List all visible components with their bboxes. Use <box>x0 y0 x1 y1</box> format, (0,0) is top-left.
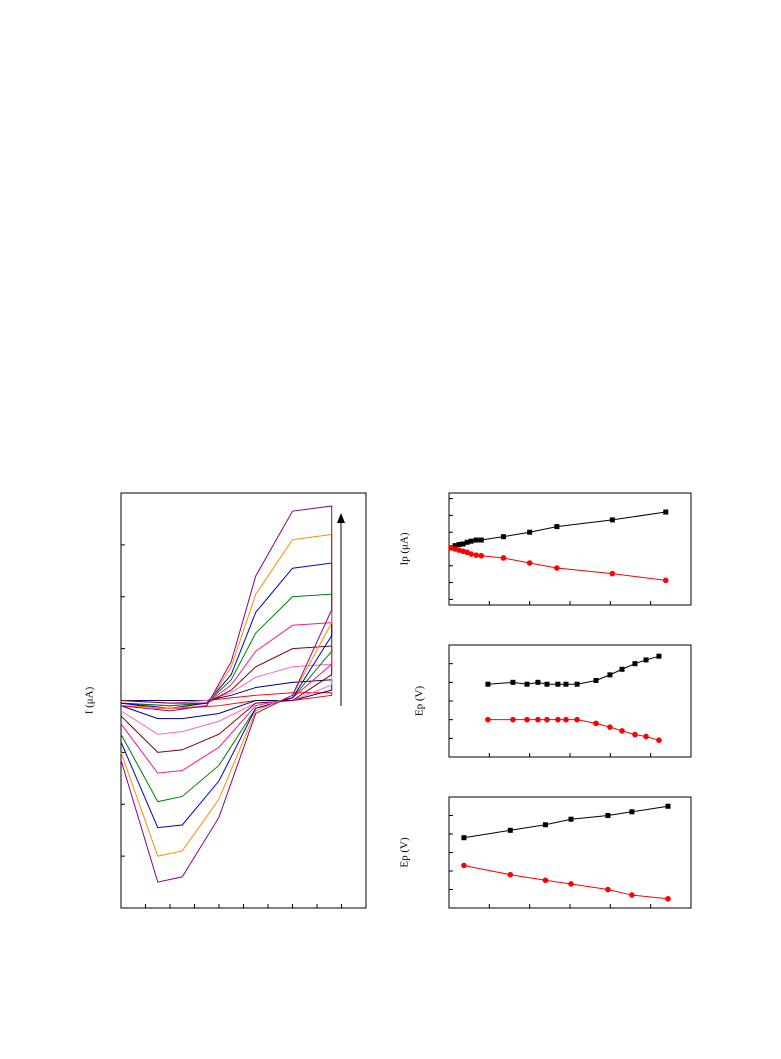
marker <box>535 679 541 685</box>
series-line <box>463 864 669 900</box>
marker <box>478 537 484 543</box>
marker <box>524 681 530 687</box>
marker <box>500 555 507 561</box>
marker <box>468 551 474 557</box>
marker <box>461 862 467 869</box>
marker <box>478 552 485 559</box>
marker <box>485 681 491 687</box>
marker <box>500 534 506 540</box>
marker <box>542 822 548 828</box>
marker <box>656 653 662 659</box>
marker <box>527 529 533 535</box>
marker <box>473 537 479 543</box>
marker <box>607 672 613 678</box>
marker <box>473 552 480 558</box>
marker <box>563 681 569 687</box>
plot-frame <box>448 644 692 758</box>
marker <box>507 827 513 833</box>
marker <box>593 677 599 683</box>
marker <box>461 835 467 841</box>
arrow-head <box>337 513 345 523</box>
marker <box>605 886 611 893</box>
marker <box>609 517 615 523</box>
y-axis-label: Ep (V) <box>414 686 426 717</box>
marker <box>464 539 470 545</box>
marker <box>460 541 466 547</box>
marker <box>619 666 625 672</box>
plot-frame <box>448 492 692 606</box>
marker <box>554 524 560 530</box>
marker <box>663 509 669 515</box>
marker <box>456 542 462 548</box>
marker <box>574 716 580 723</box>
marker <box>574 681 580 687</box>
y-axis-label: I (μA) <box>84 686 96 714</box>
marker <box>507 871 514 878</box>
y-axis-label: Ip (μA) <box>399 532 411 565</box>
marker <box>643 733 649 740</box>
marker <box>544 681 550 687</box>
plot-frame <box>448 796 692 909</box>
y-axis-label: Ep (V) <box>399 837 411 868</box>
marker <box>609 570 616 577</box>
marker <box>629 892 635 898</box>
marker <box>526 560 533 566</box>
marker <box>665 895 671 902</box>
marker <box>468 538 474 544</box>
marker <box>568 881 574 887</box>
marker <box>535 716 541 723</box>
marker <box>619 728 625 734</box>
series-line <box>487 719 660 741</box>
marker <box>568 816 574 822</box>
marker <box>544 716 550 723</box>
series-line <box>463 805 669 839</box>
marker <box>485 716 491 723</box>
marker <box>555 681 561 687</box>
series-line <box>120 505 333 883</box>
marker <box>510 679 516 685</box>
marker <box>643 657 649 663</box>
series-line <box>450 547 666 581</box>
marker <box>665 803 671 809</box>
marker <box>662 577 669 584</box>
marker <box>452 543 458 549</box>
marker <box>593 720 599 727</box>
marker <box>607 724 613 730</box>
marker <box>555 716 561 723</box>
marker <box>605 813 611 818</box>
marker <box>542 877 549 884</box>
marker <box>554 565 560 571</box>
marker <box>563 716 569 723</box>
marker <box>632 661 638 667</box>
marker <box>510 716 516 723</box>
marker <box>629 809 635 815</box>
marker <box>632 731 638 738</box>
marker <box>656 737 662 743</box>
marker <box>524 716 530 723</box>
